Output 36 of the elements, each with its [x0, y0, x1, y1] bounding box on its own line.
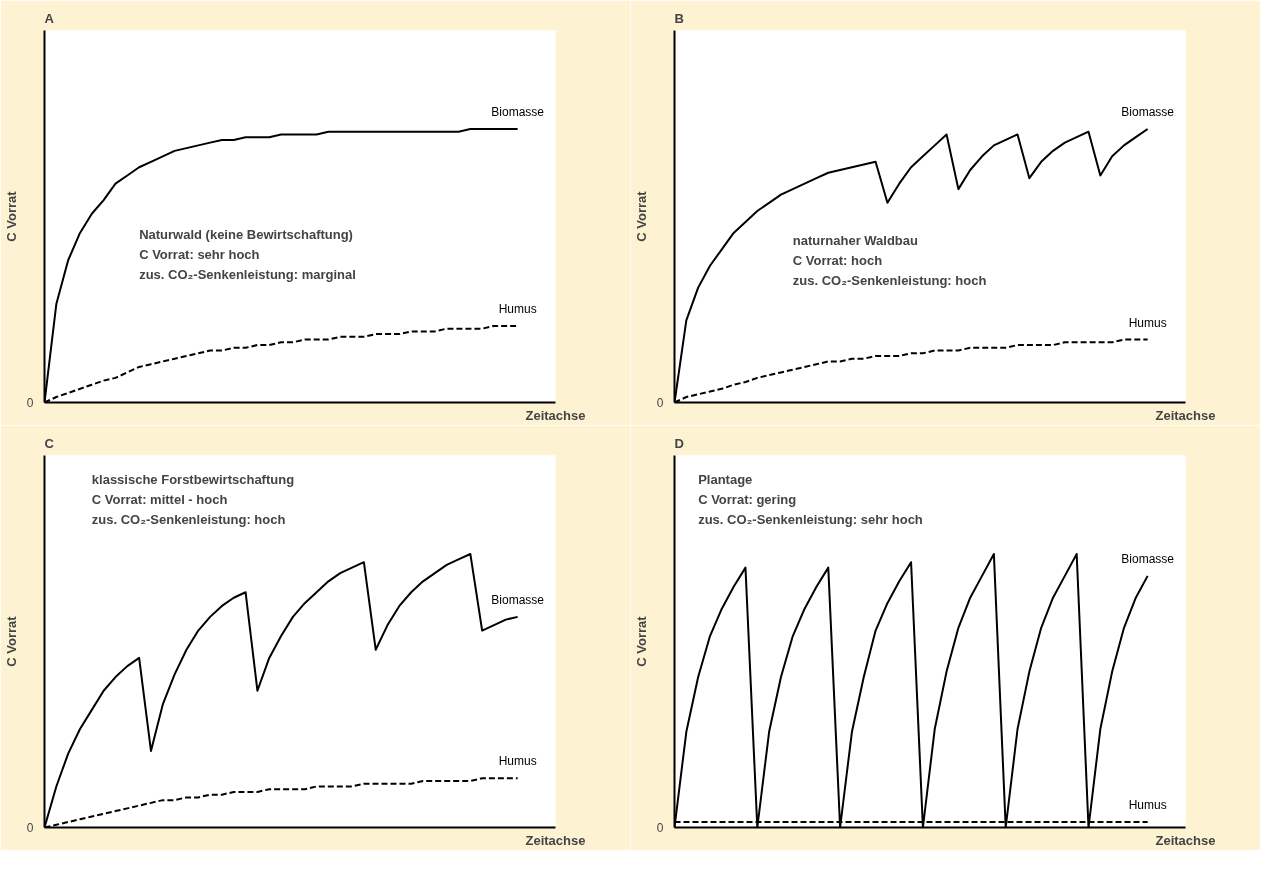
annotation: zus. CO₂-Senkenleistung: hoch — [792, 272, 987, 288]
text: 0 — [656, 396, 664, 410]
annotation: C Vorrat: sehr hoch — [139, 247, 260, 263]
x-axis-title: Zeitachse — [525, 407, 586, 423]
text: 0 — [26, 821, 34, 835]
y-axis-title: C Vorrat — [633, 615, 649, 667]
y-axis-title: C Vorrat — [3, 190, 19, 242]
x-axis-title: Zeitachse — [1155, 832, 1216, 848]
x-axis-title: Zeitachse — [525, 832, 586, 848]
chart-title: B — [674, 10, 684, 26]
series-label: Biomasse — [491, 104, 545, 119]
series-label: Humus — [1128, 798, 1167, 813]
y-axis-title: C Vorrat — [3, 615, 19, 667]
text: Plantage — [698, 471, 753, 487]
text: C Vorrat: gering — [698, 491, 797, 507]
series-label: Humus — [498, 754, 537, 769]
series-label: Biomasse — [1121, 551, 1175, 566]
text: C Vorrat: mittel - hoch — [91, 491, 228, 507]
series-label: Humus — [498, 301, 537, 316]
series-label: Biomasse — [1121, 104, 1175, 119]
annotation: naturnaher Waldbau — [792, 232, 919, 248]
text: 0 — [656, 821, 664, 835]
annotation: Naturwald (keine Bewirtschaftung) — [139, 227, 353, 243]
series-label: Humus — [1128, 315, 1167, 330]
chart-title: C — [44, 435, 55, 451]
series-label: Biomasse — [491, 592, 545, 607]
chart-title: D — [674, 435, 684, 451]
annotation: C Vorrat: hoch — [792, 252, 883, 268]
text: klassische Forstbewirtschaftung — [91, 471, 295, 487]
text: 0 — [26, 396, 34, 410]
text: zus. CO₂-Senkenleistung: hoch — [91, 511, 286, 527]
y-axis-title: C Vorrat — [633, 190, 649, 242]
x-axis-title: Zeitachse — [1155, 407, 1216, 423]
chart-title: A — [44, 10, 55, 26]
annotation: zus. CO₂-Senkenleistung: marginal — [139, 267, 356, 283]
text: zus. CO₂-Senkenleistung: sehr hoch — [698, 511, 923, 527]
